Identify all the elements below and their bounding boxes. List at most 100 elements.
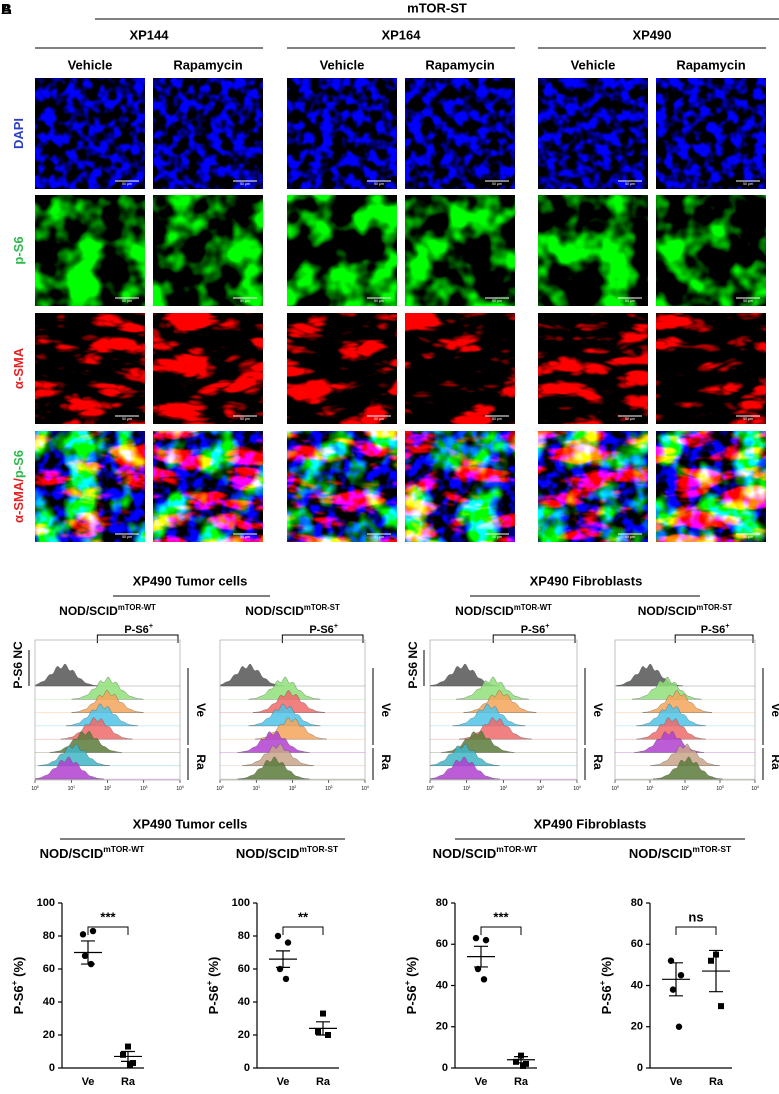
scale-bar-label: 50 μm xyxy=(122,535,132,539)
chart-subtitle: NOD/SCIDmTOR-ST xyxy=(236,844,339,861)
micrograph xyxy=(405,313,515,424)
row-label: p-S6 xyxy=(11,236,26,264)
x-tick-label: 104 xyxy=(361,785,369,792)
side-label: Ve xyxy=(591,703,605,717)
gate-label: P-S6+ xyxy=(701,622,730,636)
text-part: p-S6 xyxy=(11,236,26,264)
x-tick-label: 101 xyxy=(463,785,471,792)
side-label: Ve xyxy=(194,703,208,717)
data-point xyxy=(315,1028,321,1035)
text-part: 10 xyxy=(31,786,37,792)
significance-label: *** xyxy=(493,909,509,924)
superscript: mTOR-ST xyxy=(299,844,339,854)
data-point xyxy=(677,971,685,979)
superscript: + xyxy=(204,980,214,985)
data-point xyxy=(480,976,488,983)
significance-bracket xyxy=(282,926,324,935)
y-tick-label: 80 xyxy=(43,930,55,942)
chart-subtitle: NOD/SCIDmTOR-ST xyxy=(629,844,732,861)
scale-bar-label: 50 μm xyxy=(374,299,384,303)
histogram xyxy=(430,756,500,780)
micrograph xyxy=(405,431,515,542)
histogram xyxy=(237,756,310,780)
data-point xyxy=(669,986,677,993)
scale-bar-label: 50 μm xyxy=(625,535,635,539)
y-tick-label: 20 xyxy=(43,1029,55,1041)
superscript: 1 xyxy=(652,785,654,789)
data-point xyxy=(276,965,284,973)
scale-bar-label: 50 μm xyxy=(492,299,502,303)
data-point xyxy=(708,957,714,964)
data-point xyxy=(472,934,480,942)
micrograph xyxy=(153,313,263,424)
group-title: XP490 Fibroblasts xyxy=(530,573,643,588)
text-part: NOD/SCID xyxy=(455,604,514,618)
x-tick-label: 100 xyxy=(216,785,224,792)
data-point xyxy=(718,1003,724,1010)
text-part: 10 xyxy=(289,786,295,792)
histogram xyxy=(38,743,111,766)
text-part: p-S6 xyxy=(11,450,26,478)
y-tick-label: 40 xyxy=(631,979,643,991)
group-label: XP164 xyxy=(381,27,421,42)
scale-bar-label: 50 μm xyxy=(374,417,384,421)
superscript: mTOR-ST xyxy=(692,844,732,854)
scale-bar-label: 50 μm xyxy=(122,417,132,421)
micrograph xyxy=(35,431,145,542)
side-label: Ra xyxy=(769,754,779,770)
text-part: 10 xyxy=(325,786,331,792)
text-part: 10 xyxy=(463,786,469,792)
text-part: NOD/SCID xyxy=(236,846,300,861)
group-title: XP490 Tumor cells xyxy=(133,573,248,588)
micrograph xyxy=(35,313,145,424)
histogram xyxy=(65,703,138,727)
superscript: 0 xyxy=(617,785,619,789)
superscript: + xyxy=(402,980,412,985)
gate-line xyxy=(674,634,754,643)
superscript: 2 xyxy=(687,785,689,789)
superscript: + xyxy=(9,980,19,985)
superscript: + xyxy=(597,980,607,985)
text-part: NOD/SCID xyxy=(638,604,697,618)
significance-bracket xyxy=(675,926,717,935)
column-label: Rapamycin xyxy=(173,57,242,72)
superscript: mTOR-ST xyxy=(696,603,732,612)
micrograph xyxy=(287,78,397,189)
y-tick-label: 20 xyxy=(631,1021,643,1033)
y-tick-label: 0 xyxy=(49,1062,55,1074)
micrograph xyxy=(656,431,766,542)
data-point xyxy=(513,1058,519,1065)
superscript: 3 xyxy=(331,785,333,789)
superscript: 0 xyxy=(37,785,39,789)
y-tick-label: 100 xyxy=(37,897,55,909)
text-part: 10 xyxy=(500,786,506,792)
text-part: 10 xyxy=(573,786,579,792)
scale-bar-label: 50 μm xyxy=(492,182,502,186)
side-label: Ve xyxy=(769,703,779,717)
text-part: 10 xyxy=(681,786,687,792)
text-part: P-S6 xyxy=(206,985,221,1014)
x-tick-label: 102 xyxy=(681,785,689,792)
text-part: P-S6 xyxy=(701,624,725,636)
histogram xyxy=(71,690,144,713)
text-part: 10 xyxy=(751,786,757,792)
data-point xyxy=(274,932,282,940)
x-tick-label: 100 xyxy=(611,785,619,792)
text-part: 10 xyxy=(611,786,617,792)
side-label: Ra xyxy=(379,754,393,770)
significance-bracket xyxy=(87,926,129,935)
data-point xyxy=(120,1051,126,1058)
superscript: 4 xyxy=(579,785,581,789)
text-part: (%) xyxy=(11,957,26,981)
x-tick-label: Ve xyxy=(670,1076,683,1088)
histogram xyxy=(636,703,706,727)
text-part: 10 xyxy=(104,786,110,792)
x-tick-label: Ve xyxy=(277,1076,290,1088)
data-point xyxy=(482,936,490,944)
y-axis-label: P-S6+ (%) xyxy=(402,957,419,1015)
chart-subtitle: NOD/SCIDmTOR-WT xyxy=(433,844,538,861)
data-point xyxy=(713,951,719,958)
text-part: P-S6 xyxy=(404,985,419,1014)
x-tick-label: 101 xyxy=(68,785,76,792)
